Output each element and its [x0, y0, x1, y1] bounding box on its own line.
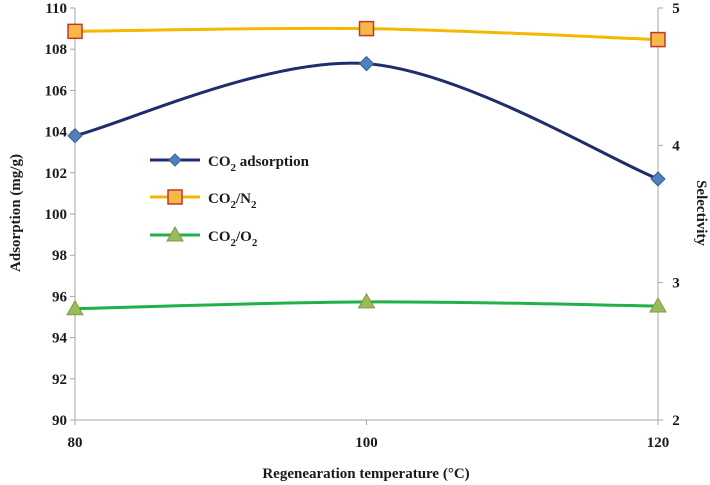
data-point-co2-o2	[66, 299, 84, 316]
y-tick-label: 96	[52, 289, 68, 305]
y-tick-label: 98	[52, 248, 67, 264]
legend-label-co2-n2: CO2/N2	[208, 191, 257, 211]
y-axis-title: Adsorption (mg/g)	[8, 154, 24, 272]
y-tick-label: 100	[45, 207, 68, 223]
y-tick-label: 94	[52, 331, 68, 347]
y2-tick-label: 3	[672, 276, 680, 292]
y-tick-label: 90	[52, 413, 67, 429]
data-point-co2-n2	[358, 20, 375, 37]
legend: CO2 adsorption CO2/N2 CO2/O2	[150, 153, 310, 249]
y-tick-label: 92	[52, 372, 67, 388]
y-tick-label: 108	[45, 42, 68, 58]
y-tick-label: 104	[45, 125, 68, 141]
data-point-co2-n2	[650, 31, 666, 48]
data-point-co2-n2	[67, 23, 83, 40]
axes: 90 92 94 96 98 100 102 104 106 108 110 2 3 4 5 80 100 120	[45, 1, 681, 451]
legend-marker-co2-adsorption	[168, 153, 182, 167]
y2-tick-label: 5	[672, 1, 680, 17]
y2-tick-label: 2	[672, 413, 680, 429]
x-tick-label: 80	[68, 435, 83, 451]
x-tick-label: 120	[647, 435, 670, 451]
data-point-co2-adsorption	[67, 128, 83, 144]
data-point-co2-o2	[649, 297, 667, 313]
y-tick-label: 106	[45, 83, 68, 99]
legend-label-co2-o2: CO2/O2	[208, 229, 258, 249]
y-tick-label: 102	[45, 166, 68, 182]
legend-marker-co2-n2	[167, 189, 183, 205]
data-point-co2-adsorption	[650, 171, 666, 187]
y-tick-label: 110	[45, 1, 67, 17]
y2-tick-label: 4	[672, 138, 680, 154]
y2-axis-title: Selectivity	[693, 180, 709, 246]
legend-label-co2-adsorption: CO2 adsorption	[208, 154, 310, 174]
series-layer	[66, 20, 667, 316]
x-axis-title: Regenearation temperature (°C)	[262, 466, 469, 482]
series-line-co2-adsorption	[74, 61, 659, 181]
data-point-co2-o2	[357, 292, 376, 309]
data-point-co2-adsorption	[358, 55, 375, 72]
x-tick-label: 100	[355, 435, 378, 451]
legend-marker-co2-o2	[166, 225, 184, 242]
